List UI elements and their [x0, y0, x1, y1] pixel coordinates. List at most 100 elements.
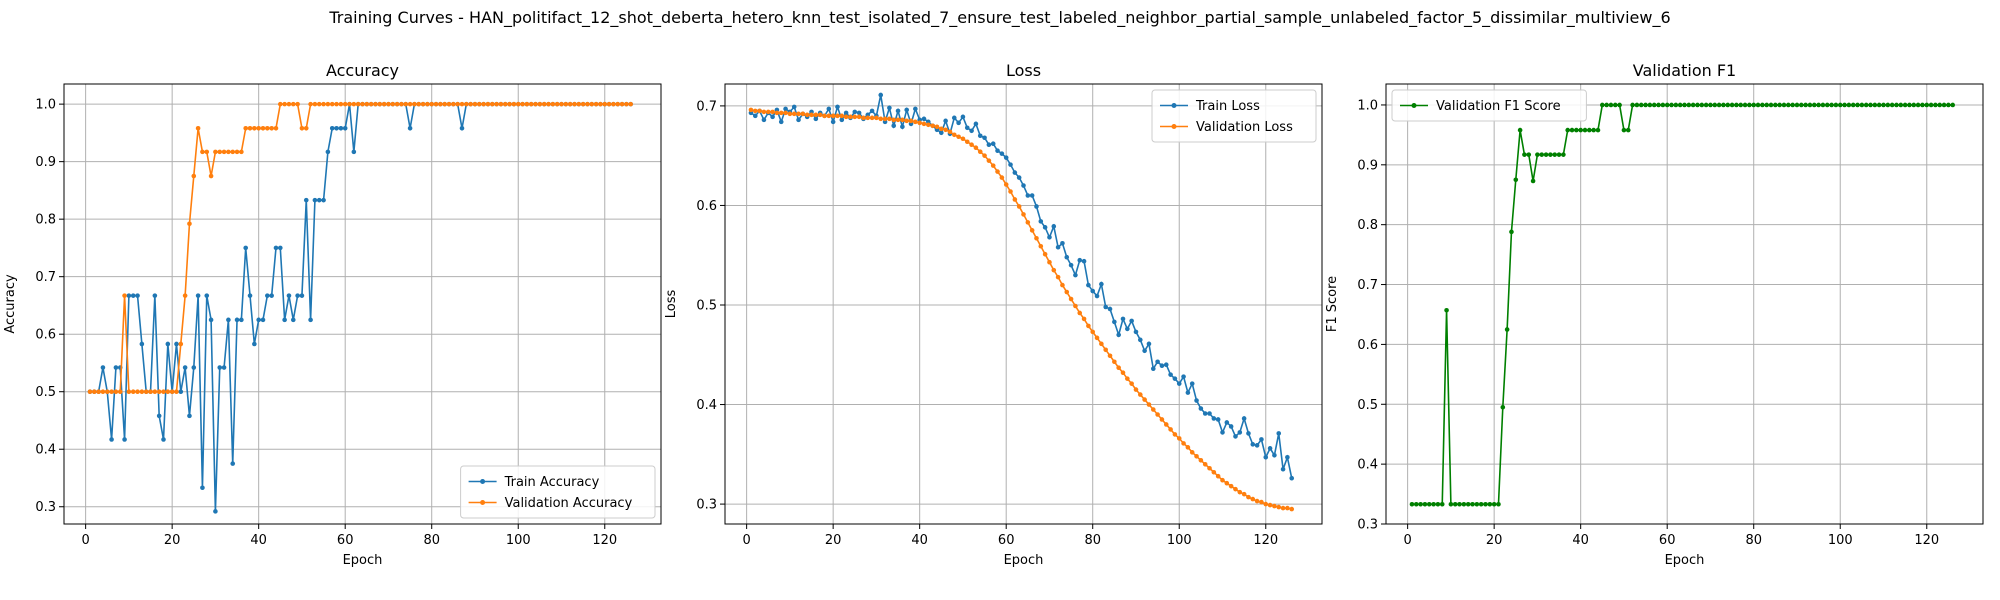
loss-data-point [1034, 236, 1039, 241]
accuracy-data-point [273, 125, 279, 131]
accuracy-data-point [515, 101, 521, 107]
accuracy-data-point [325, 101, 331, 107]
loss-data-point [1254, 498, 1260, 504]
accuracy-data-point [321, 101, 326, 107]
validation-f1-data-point [1941, 102, 1947, 108]
accuracy-data-point [416, 101, 422, 107]
validation-f1-data-point [1833, 102, 1839, 108]
validation-f1-x-tick-label: 120 [1914, 533, 1939, 548]
accuracy-data-point [563, 101, 569, 107]
accuracy-data-point [234, 149, 240, 155]
loss-data-point [939, 130, 944, 136]
accuracy-data-point [165, 389, 171, 395]
validation-f1-data-point [1504, 327, 1510, 332]
loss-data-point [1267, 446, 1273, 451]
validation-f1-data-point [1677, 102, 1683, 108]
loss-data-point [1280, 505, 1286, 511]
accuracy-data-point [481, 101, 486, 107]
validation-f1-legend-swatch-marker [1411, 103, 1417, 108]
loss-data-point [913, 106, 918, 112]
loss-data-point [748, 107, 754, 113]
accuracy-x-tick-label: 120 [592, 533, 617, 548]
validation-f1-data-point [1721, 102, 1726, 108]
accuracy-data-point [468, 101, 473, 107]
accuracy-data-point [91, 389, 97, 395]
loss-data-point [943, 127, 948, 133]
figure-title: Training Curves - HAN_politifact_12_shot… [329, 8, 1671, 27]
loss-data-point [1150, 366, 1156, 372]
validation-f1-data-point [1548, 152, 1553, 157]
accuracy-data-point [472, 101, 478, 107]
validation-f1-data-point [1465, 501, 1471, 507]
loss-x-tick-label: 100 [1167, 533, 1192, 548]
accuracy-data-point [585, 101, 590, 107]
loss-data-point [1202, 411, 1208, 416]
accuracy-data-point [174, 341, 179, 347]
loss-data-point [1224, 480, 1230, 486]
accuracy-data-point [342, 101, 348, 107]
loss-panel: 0 20 40 60 80 100 120 0.3 0.4 0.5 0.6 0.7 Loss Epoch L… [664, 61, 1323, 568]
loss-data-point [1272, 453, 1277, 458]
accuracy-data-point [100, 389, 106, 395]
validation-f1-data-point [1872, 102, 1878, 108]
validation-f1-legend-label: Validation F1 Score [1436, 99, 1561, 114]
validation-f1-y-tick-label: 0.3 [1357, 518, 1378, 533]
accuracy-data-point [290, 317, 296, 323]
accuracy-data-point [368, 101, 374, 107]
accuracy-data-point [464, 101, 469, 107]
loss-data-point [783, 106, 788, 112]
loss-data-point [1211, 469, 1217, 475]
loss-data-point [990, 163, 996, 168]
validation-f1-data-point [1439, 501, 1445, 507]
loss-data-point [1237, 489, 1243, 495]
loss-data-point [1086, 323, 1091, 329]
loss-data-point [1276, 504, 1282, 510]
accuracy-data-point [360, 101, 365, 107]
loss-data-point [1029, 228, 1035, 233]
loss-data-point [999, 175, 1005, 180]
accuracy-data-point [446, 101, 452, 107]
loss-data-point [1047, 235, 1052, 240]
validation-f1-x-tick-label: 0 [1403, 533, 1411, 548]
loss-data-point [770, 114, 775, 120]
accuracy-data-point [265, 293, 270, 298]
accuracy-data-point [451, 101, 456, 107]
loss-data-point [1051, 267, 1057, 273]
loss-data-point [1038, 219, 1044, 224]
loss-legend-swatch-marker [1171, 103, 1177, 108]
accuracy-data-point [182, 293, 188, 298]
validation-f1-data-point [1846, 102, 1852, 108]
loss-data-point [839, 117, 845, 123]
validation-f1-data-point [1470, 501, 1475, 507]
accuracy-data-point [148, 389, 153, 395]
validation-f1-data-point [1690, 102, 1696, 108]
accuracy-data-point [533, 101, 538, 107]
loss-data-point [1176, 381, 1182, 386]
accuracy-data-point [502, 101, 508, 107]
validation-f1-x-tick-label: 20 [1486, 533, 1503, 548]
loss-data-point [1129, 381, 1134, 386]
loss-legend-swatch-marker [1171, 124, 1177, 129]
loss-data-point [1047, 259, 1052, 265]
accuracy-data-point [407, 101, 413, 107]
accuracy-data-point [165, 341, 171, 347]
loss-data-point [1198, 406, 1204, 411]
validation-f1-data-point [1764, 102, 1769, 108]
validation-f1-data-point [1907, 102, 1912, 108]
accuracy-data-point [433, 101, 439, 107]
loss-data-point [1207, 411, 1212, 416]
loss-legend-label: Train Loss [1195, 99, 1260, 114]
loss-data-point [1116, 332, 1121, 338]
loss-x-tick-label: 120 [1253, 533, 1278, 548]
loss-data-point [791, 111, 797, 117]
loss-data-point [1025, 193, 1031, 198]
loss-data-point [926, 122, 931, 128]
accuracy-y-tick-label: 0.4 [35, 443, 56, 458]
validation-f1-data-point [1435, 501, 1441, 507]
accuracy-y-axis-label: Accuracy [3, 274, 18, 334]
accuracy-data-point [425, 101, 430, 107]
loss-data-point [1150, 407, 1156, 412]
loss-data-point [1233, 486, 1238, 492]
validation-f1-data-point [1920, 102, 1925, 108]
accuracy-data-point [290, 101, 296, 107]
